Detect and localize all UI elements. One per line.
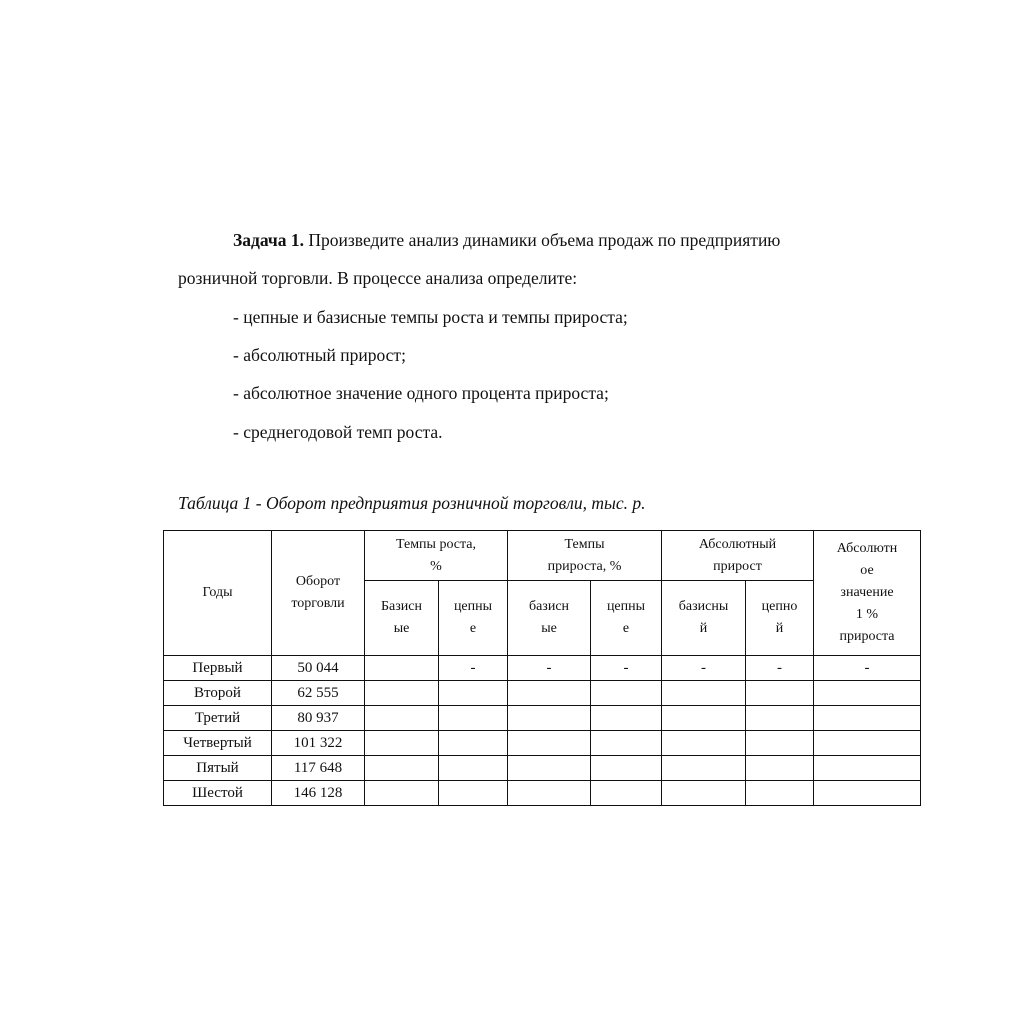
- cell-value: [745, 680, 814, 706]
- task-intro: Задача 1. Произведите анализ динамики об…: [233, 229, 780, 251]
- cell-value: [507, 780, 591, 806]
- task-title: Задача 1.: [233, 230, 305, 250]
- cell-value: [661, 755, 746, 781]
- header-abs-value: Абсолютн ое значение 1 % прироста: [813, 530, 921, 656]
- task-intro-text: Произведите анализ динамики объема прода…: [304, 230, 781, 250]
- cell-value: [745, 780, 814, 806]
- cell-turnover: 50 044: [271, 655, 365, 681]
- cell-value: [661, 680, 746, 706]
- task-intro-line2: розничной торговли. В процессе анализа о…: [178, 268, 578, 288]
- cell-value: [661, 780, 746, 806]
- cell-value: [438, 780, 508, 806]
- cell-value: [661, 705, 746, 731]
- table-caption: Таблица 1 - Оборот предприятия розничной…: [178, 493, 646, 513]
- cell-value: [438, 705, 508, 731]
- cell-turnover: 101 322: [271, 730, 365, 756]
- table-row: Пятый 117 648: [163, 755, 921, 781]
- cell-year: Третий: [163, 705, 272, 731]
- cell-turnover: 117 648: [271, 755, 365, 781]
- cell-year: Четвертый: [163, 730, 272, 756]
- header-abs-chain: цепно й: [745, 580, 814, 656]
- header-abs-base: базисны й: [661, 580, 746, 656]
- header-years: Годы: [163, 530, 272, 656]
- cell-value: [590, 730, 662, 756]
- cell-year: Пятый: [163, 755, 272, 781]
- cell-value: -: [745, 655, 814, 681]
- table-row: Второй 62 555: [163, 680, 921, 706]
- cell-value: [590, 680, 662, 706]
- header-inc-chain: цепны е: [590, 580, 662, 656]
- cell-value: -: [661, 655, 746, 681]
- cell-value: [813, 705, 921, 731]
- cell-value: [507, 755, 591, 781]
- cell-value: [364, 655, 439, 681]
- cell-value: [507, 730, 591, 756]
- cell-value: [590, 780, 662, 806]
- cell-turnover: 62 555: [271, 680, 365, 706]
- table-row: Четвертый 101 322: [163, 730, 921, 756]
- header-increase-rate: Темпы прироста, %: [507, 530, 662, 581]
- cell-value: [438, 730, 508, 756]
- cell-value: [438, 680, 508, 706]
- list-item: - абсолютное значение одного процента пр…: [233, 383, 609, 403]
- cell-value: -: [590, 655, 662, 681]
- cell-turnover: 80 937: [271, 705, 365, 731]
- cell-value: [745, 705, 814, 731]
- cell-value: [813, 755, 921, 781]
- cell-value: [661, 730, 746, 756]
- cell-value: [813, 680, 921, 706]
- cell-value: [813, 730, 921, 756]
- cell-value: [364, 705, 439, 731]
- list-item: - цепные и базисные темпы роста и темпы …: [233, 307, 628, 327]
- header-inc-base: базисн ые: [507, 580, 591, 656]
- table-row: Шестой 146 128: [163, 780, 921, 806]
- list-item: - среднегодовой темп роста.: [233, 422, 443, 442]
- cell-value: [364, 780, 439, 806]
- cell-value: [590, 755, 662, 781]
- cell-value: [745, 755, 814, 781]
- header-growth-base: Базисн ые: [364, 580, 439, 656]
- header-growth-rate: Темпы роста, %: [364, 530, 508, 581]
- table-row: Первый 50 044- - - - - -: [163, 655, 921, 681]
- cell-value: -: [507, 655, 591, 681]
- cell-value: [745, 730, 814, 756]
- header-turnover: Оборот торговли: [271, 530, 365, 656]
- cell-year: Шестой: [163, 780, 272, 806]
- cell-value: [590, 705, 662, 731]
- turnover-table: Годы Оборот торговли Темпы роста, % Темп…: [163, 530, 921, 806]
- cell-year: Первый: [163, 655, 272, 681]
- cell-value: [507, 705, 591, 731]
- cell-value: [438, 755, 508, 781]
- cell-value: [364, 755, 439, 781]
- cell-year: Второй: [163, 680, 272, 706]
- cell-value: [507, 680, 591, 706]
- header-abs-increase: Абсолютный прирост: [661, 530, 814, 581]
- cell-value: [364, 680, 439, 706]
- list-item: - абсолютный прирост;: [233, 345, 406, 365]
- table-row: Третий 80 937: [163, 705, 921, 731]
- cell-value: -: [438, 655, 508, 681]
- cell-value: [813, 780, 921, 806]
- header-growth-chain: цепны е: [438, 580, 508, 656]
- cell-value: [364, 730, 439, 756]
- cell-turnover: 146 128: [271, 780, 365, 806]
- cell-value: -: [813, 655, 921, 681]
